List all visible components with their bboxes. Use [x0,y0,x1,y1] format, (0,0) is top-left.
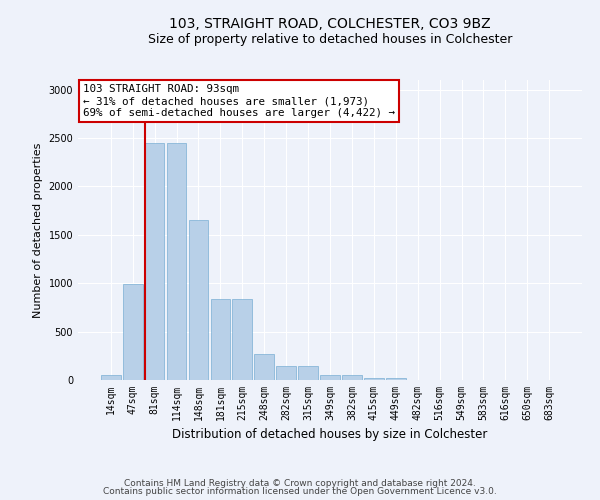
Bar [167,143,187,380]
Bar [101,375,121,380]
Bar [188,220,208,380]
Bar [342,375,362,380]
Bar [145,143,164,380]
Text: 103 STRAIGHT ROAD: 93sqm
← 31% of detached houses are smaller (1,973)
69% of sem: 103 STRAIGHT ROAD: 93sqm ← 31% of detach… [83,84,395,117]
Bar [298,366,318,380]
Text: 103, STRAIGHT ROAD, COLCHESTER, CO3 9BZ: 103, STRAIGHT ROAD, COLCHESTER, CO3 9BZ [169,18,491,32]
Bar [320,375,340,380]
Bar [254,354,274,380]
X-axis label: Distribution of detached houses by size in Colchester: Distribution of detached houses by size … [172,428,488,442]
Bar [386,378,406,380]
Bar [276,366,296,380]
Y-axis label: Number of detached properties: Number of detached properties [33,142,43,318]
Text: Size of property relative to detached houses in Colchester: Size of property relative to detached ho… [148,32,512,46]
Bar [123,284,143,380]
Text: Contains HM Land Registry data © Crown copyright and database right 2024.: Contains HM Land Registry data © Crown c… [124,478,476,488]
Bar [364,378,384,380]
Bar [211,298,230,380]
Text: Contains public sector information licensed under the Open Government Licence v3: Contains public sector information licen… [103,487,497,496]
Bar [232,298,252,380]
